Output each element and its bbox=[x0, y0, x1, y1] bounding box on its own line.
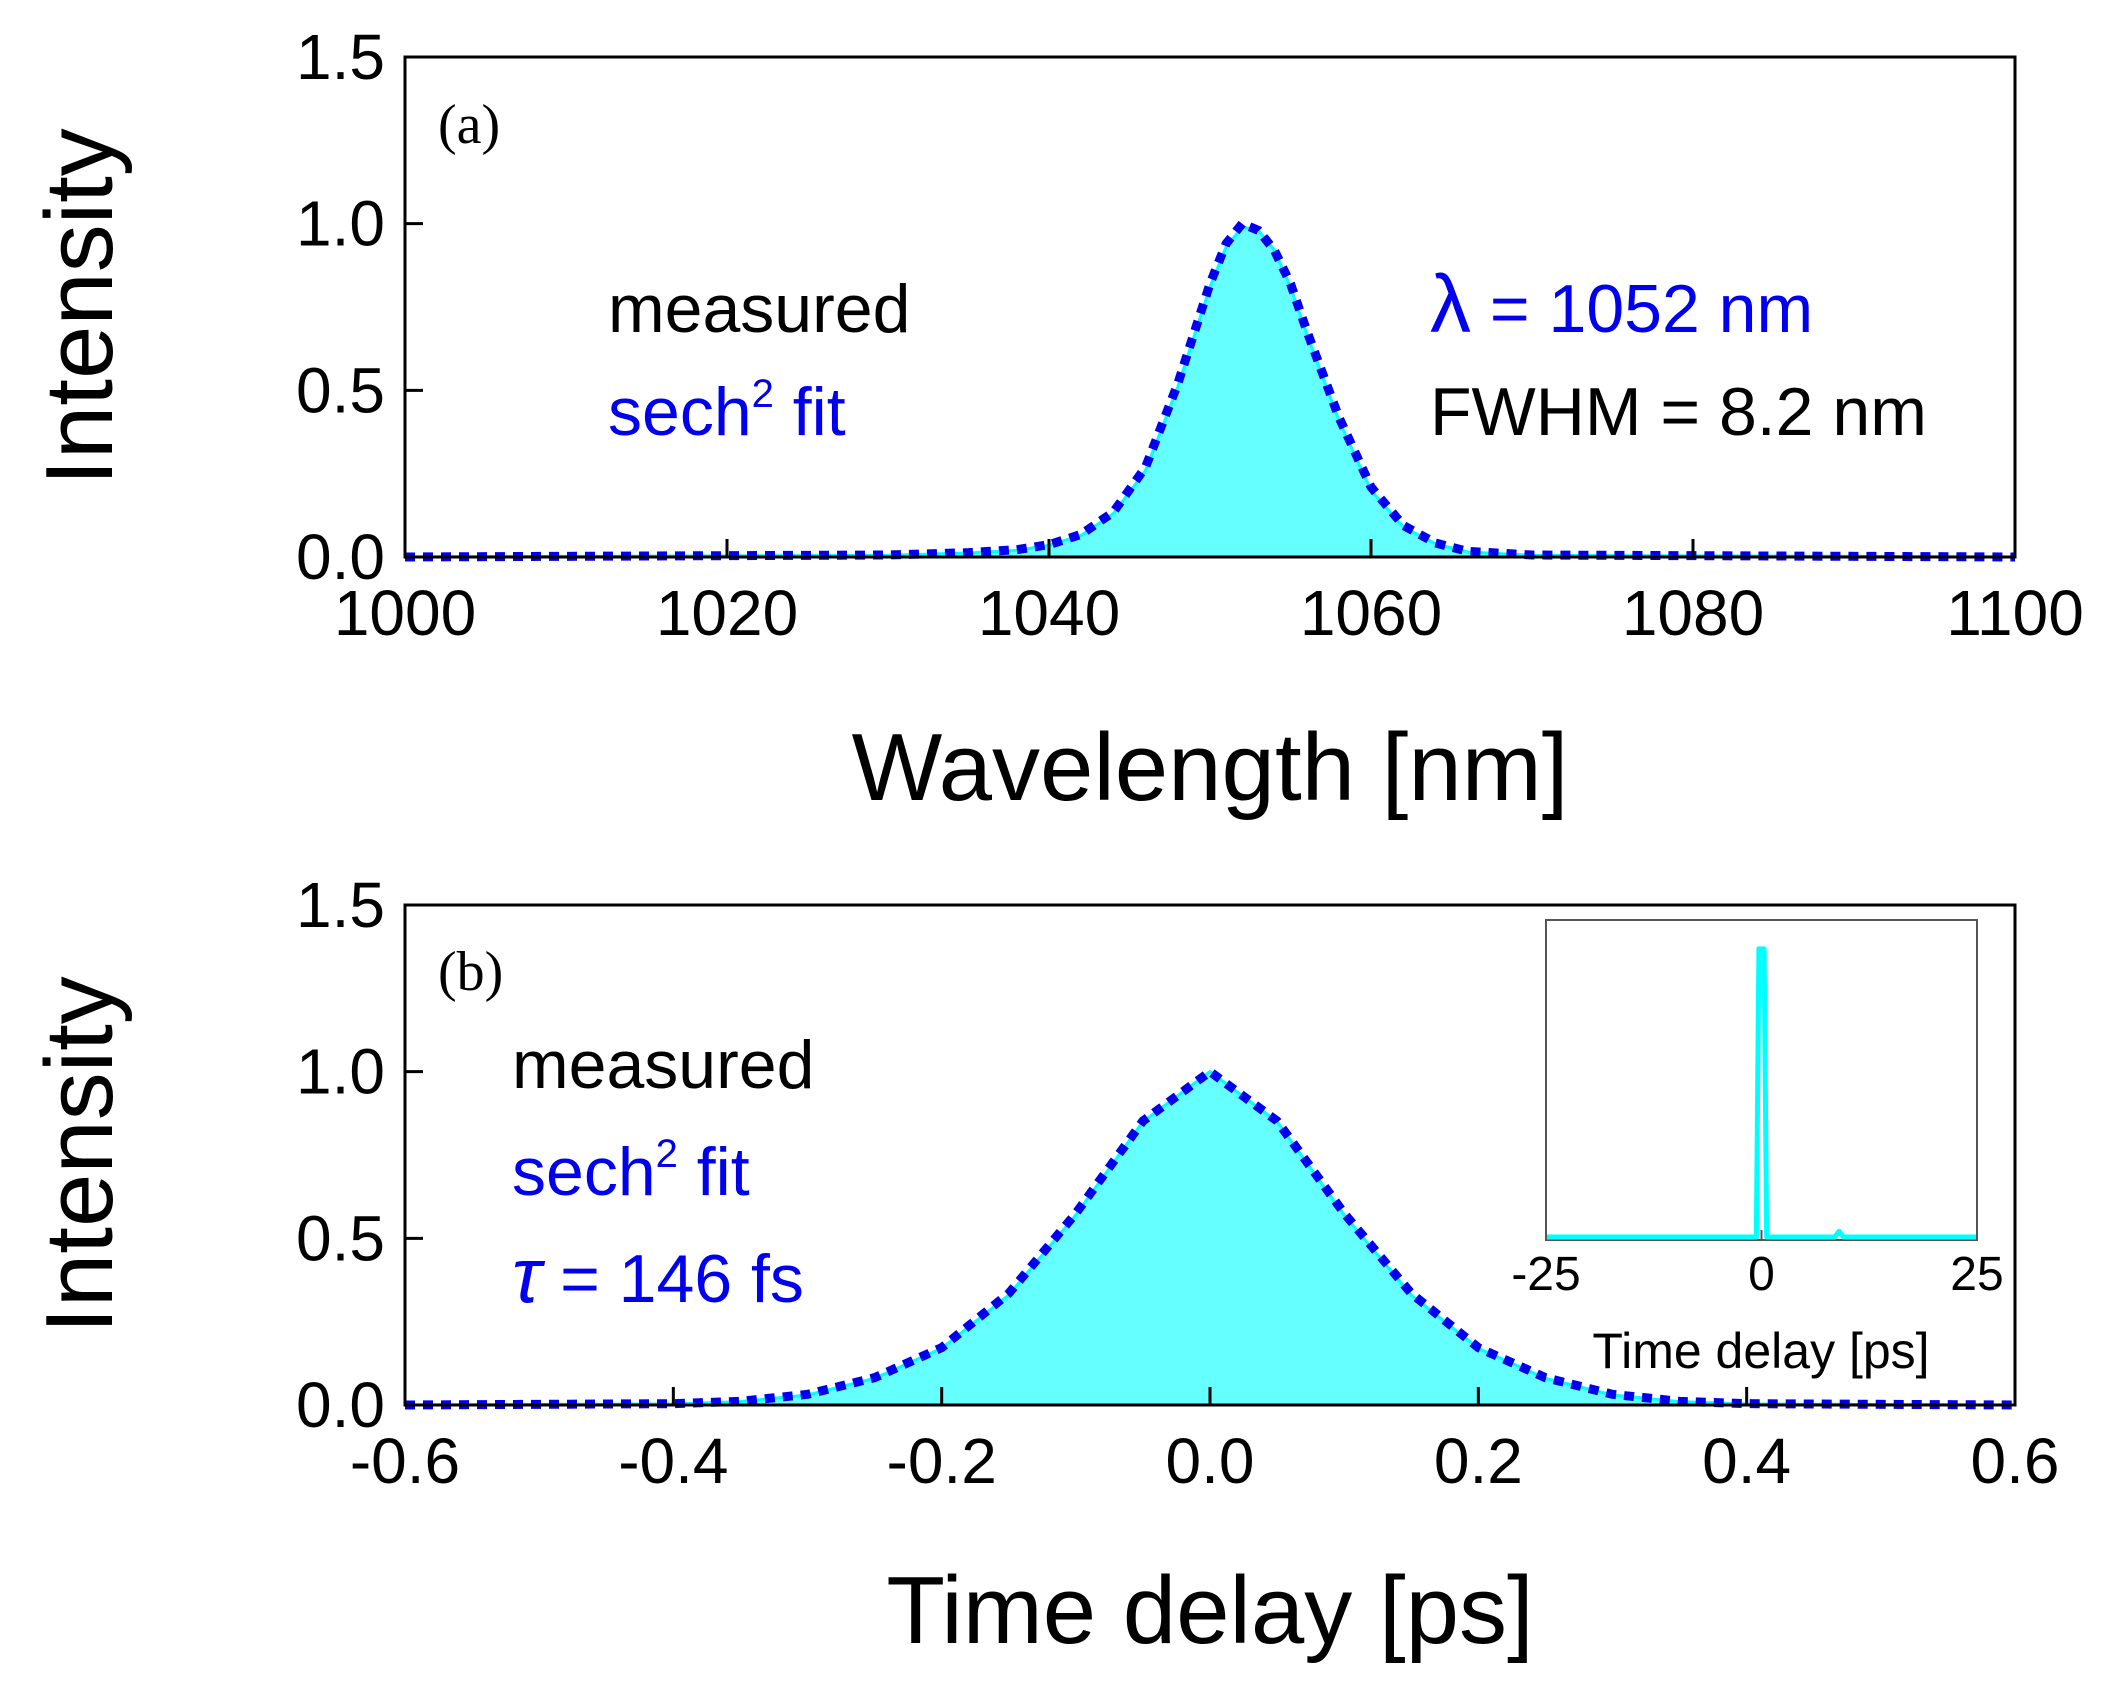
legend-fit-b: sech2 fit bbox=[512, 1132, 750, 1210]
x-tick-label: -0.4 bbox=[618, 1425, 728, 1497]
y-axis-title-a: Intensity bbox=[26, 128, 133, 486]
legend-fit-a-sup: 2 bbox=[752, 372, 774, 416]
inset-trace bbox=[1546, 946, 1977, 1240]
fit-line-path bbox=[404, 1066, 2016, 1410]
x-tick-label: 0.6 bbox=[1971, 1425, 2060, 1497]
y-tick-label: 0.0 bbox=[296, 521, 385, 593]
legend-fit-b-main: sech bbox=[512, 1134, 656, 1210]
legend-fit-b-sup: 2 bbox=[656, 1132, 678, 1176]
x-tick-label: 0.0 bbox=[1166, 1425, 1255, 1497]
inset-frame bbox=[1545, 919, 1978, 1241]
x-axis-title-b: Time delay [ps] bbox=[886, 1557, 1533, 1664]
inset-x-axis-title: Time delay [ps] bbox=[1592, 1323, 1929, 1379]
fit-line-a bbox=[404, 218, 2016, 562]
y-axis-title-b: Intensity bbox=[26, 976, 133, 1334]
inset-x-tick-label: 25 bbox=[1950, 1248, 2003, 1301]
inset-trace-path bbox=[1546, 946, 1977, 1240]
y-tick-label: 0.5 bbox=[296, 354, 385, 426]
x-tick-label: 1080 bbox=[1622, 577, 1764, 649]
panel-b-chart: -0.6 -0.4 -0.2 0.0 0.2 0.4 0.6 0.0 0.5 1.0 1.5 (b)… bbox=[26, 869, 2059, 1664]
lambda-value: = 1052 nm bbox=[1471, 271, 1813, 347]
x-tick-label: 1000 bbox=[334, 577, 476, 649]
legend-fit-a-main: sech bbox=[608, 374, 752, 450]
legend-measured-b: measured bbox=[512, 1027, 814, 1103]
inset-x-tick-label: 0 bbox=[1748, 1248, 1775, 1301]
x-tick-label: 1020 bbox=[656, 577, 798, 649]
y-tick-label: 0.5 bbox=[296, 1202, 385, 1274]
panel-label-a: (a) bbox=[438, 94, 500, 156]
x-tick-label: 1040 bbox=[978, 577, 1120, 649]
ticks-b: -0.6 -0.4 -0.2 0.0 0.2 0.4 0.6 0.0 0.5 1.0 1.5 bbox=[296, 869, 2059, 1497]
inset-x-tick-label: -25 bbox=[1511, 1248, 1580, 1301]
inset-chart: -25 0 25 Time delay [ps] bbox=[1511, 919, 2004, 1379]
y-tick-label: 1.5 bbox=[296, 869, 385, 941]
panel-a-chart: 1000 1020 1040 1060 1080 1100 0.0 0.5 1.0 1.5 (a)… bbox=[26, 21, 2084, 821]
annotation-tau: τ = 146 fs bbox=[512, 1231, 804, 1319]
y-tick-label: 0.0 bbox=[296, 1369, 385, 1441]
y-tick-label: 1.5 bbox=[296, 21, 385, 93]
x-tick-label: 1060 bbox=[1300, 577, 1442, 649]
legend-measured-a: measured bbox=[608, 271, 910, 347]
panel-label-b: (b) bbox=[438, 941, 503, 1003]
y-tick-label: 1.0 bbox=[296, 188, 385, 260]
legend-fit-b-rest: fit bbox=[678, 1134, 750, 1210]
annotation-lambda: λ = 1052 nm bbox=[1430, 259, 1813, 350]
lambda-symbol: λ bbox=[1430, 259, 1471, 350]
x-tick-label: -0.2 bbox=[887, 1425, 997, 1497]
fit-line-b bbox=[404, 1066, 2016, 1410]
legend-fit-a-rest: fit bbox=[774, 374, 846, 450]
x-tick-label: 0.2 bbox=[1434, 1425, 1523, 1497]
x-tick-label: 1100 bbox=[1946, 577, 2084, 649]
tau-symbol: τ bbox=[512, 1231, 546, 1319]
inset-ticks: -25 0 25 bbox=[1511, 1230, 2004, 1301]
plot-frame-a bbox=[403, 55, 2017, 559]
y-tick-label: 1.0 bbox=[296, 1036, 385, 1108]
fit-line-path bbox=[404, 218, 2016, 562]
ticks-a: 1000 1020 1040 1060 1080 1100 0.0 0.5 1.0 1.5 bbox=[296, 21, 2084, 649]
x-tick-label: 0.4 bbox=[1702, 1425, 1791, 1497]
x-tick-label: -0.6 bbox=[350, 1425, 460, 1497]
tau-value: = 146 fs bbox=[541, 1241, 804, 1317]
x-axis-title-a: Wavelength [nm] bbox=[852, 714, 1569, 821]
annotation-fwhm: FWHM = 8.2 nm bbox=[1430, 374, 1927, 450]
legend-fit-a: sech2 fit bbox=[608, 372, 846, 450]
